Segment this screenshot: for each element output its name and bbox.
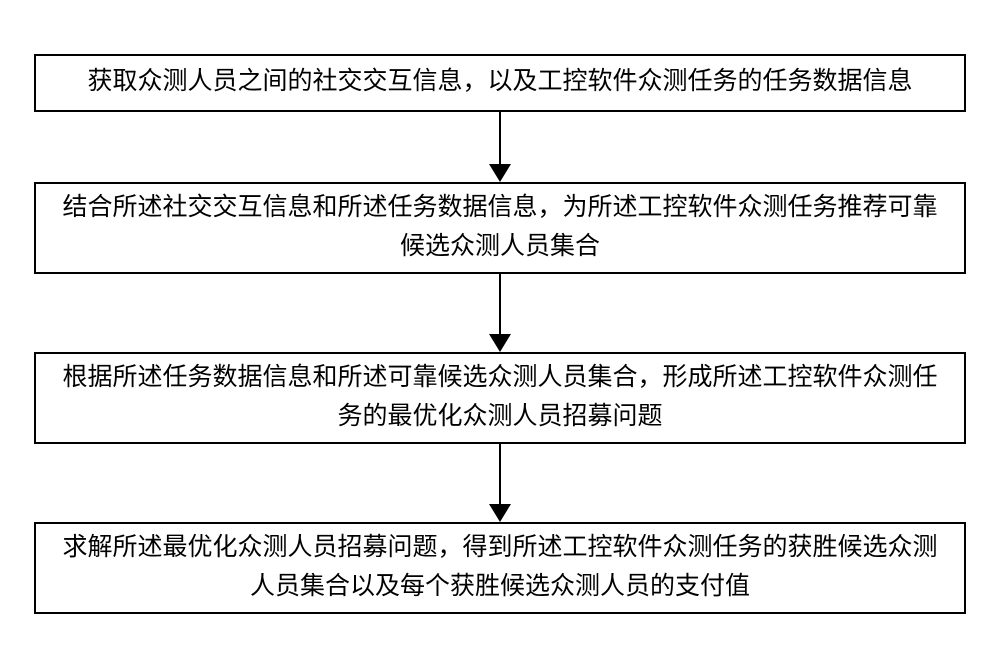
arrow-connector (489, 274, 511, 352)
arrow-down-icon (489, 334, 511, 352)
arrow-down-icon (489, 504, 511, 522)
flow-step-4: 求解所述最优化众测人员招募问题，得到所述工控软件众测任务的获胜候选众测人员集合以… (34, 522, 966, 614)
flow-step-3: 根据所述任务数据信息和所述可靠候选众测人员集合，形成所述工控软件众测任务的最优化… (34, 352, 966, 444)
flow-step-1: 获取众测人员之间的社交交互信息，以及工控软件众测任务的任务数据信息 (34, 54, 966, 112)
arrow-line (499, 274, 501, 334)
flow-step-2: 结合所述社交交互信息和所述任务数据信息，为所述工控软件众测任务推荐可靠候选众测人… (34, 182, 966, 274)
arrow-line (499, 112, 501, 164)
arrow-line (499, 444, 501, 504)
flowchart: 获取众测人员之间的社交交互信息，以及工控软件众测任务的任务数据信息结合所述社交交… (0, 54, 1000, 614)
arrow-connector (489, 112, 511, 182)
arrow-down-icon (489, 164, 511, 182)
arrow-connector (489, 444, 511, 522)
